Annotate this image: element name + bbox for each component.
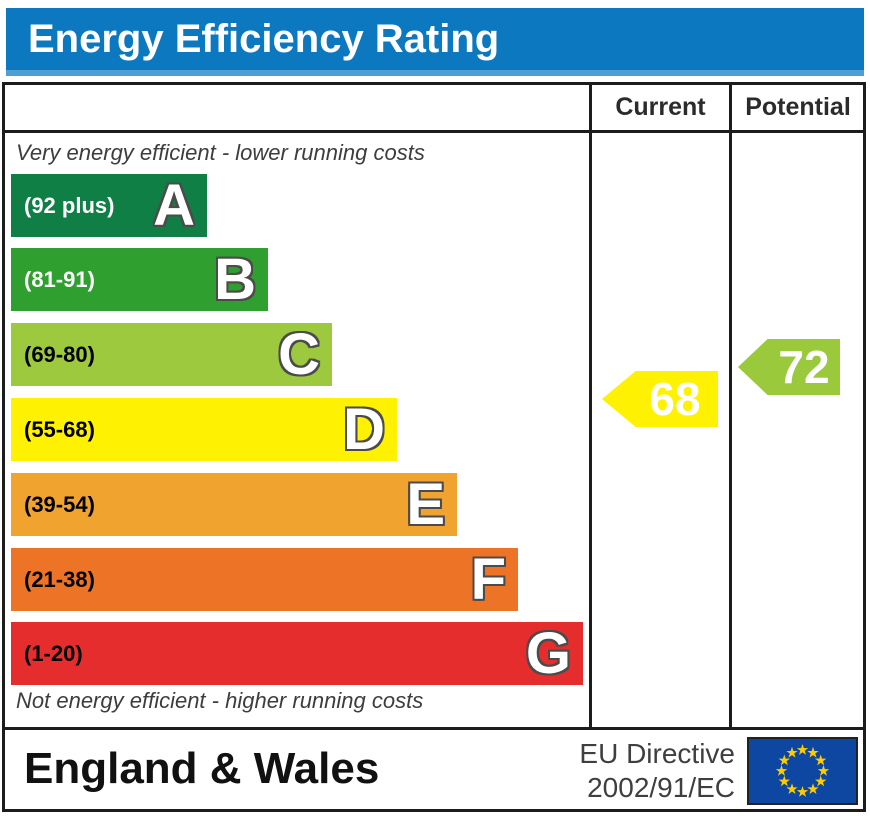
potential-column-header: Potential (745, 93, 851, 121)
band-e: (39-54) E (11, 473, 457, 536)
band-f: (21-38) F (11, 548, 518, 611)
band-a-letter: A (153, 173, 195, 238)
band-b: (81-91) B (11, 248, 268, 311)
band-e-letter: E (406, 472, 445, 537)
band-b-range: (81-91) (24, 266, 95, 292)
band-f-range: (21-38) (24, 566, 95, 592)
band-d: (55-68) D (11, 398, 397, 461)
band-b-letter: B (214, 247, 256, 312)
header-row-divider (2, 130, 866, 133)
footer-region-label: England & Wales (24, 744, 380, 793)
eu-directive-label: EU Directive 2002/91/EC (500, 737, 735, 805)
bottom-caption: Not energy efficient - higher running co… (16, 688, 424, 713)
current-column-divider (589, 82, 592, 730)
band-f-letter: F (470, 547, 506, 612)
band-e-range: (39-54) (24, 491, 95, 517)
band-g-letter: G (525, 621, 571, 686)
current-column-header: Current (615, 93, 706, 121)
eu-directive-line1: EU Directive (579, 738, 735, 769)
potential-rating-value: 72 (778, 341, 830, 393)
current-rating-value: 68 (649, 373, 701, 425)
band-a: (92 plus) A (11, 174, 207, 237)
band-c: (69-80) C (11, 323, 332, 386)
title-bar: Energy Efficiency Rating (6, 8, 864, 70)
page-title: Energy Efficiency Rating (28, 17, 500, 61)
potential-rating-arrow: 72 (738, 339, 840, 395)
footer-row-divider (2, 727, 866, 730)
title-bar-accent (6, 70, 864, 76)
band-g: (1-20) G (11, 622, 583, 685)
band-g-range: (1-20) (24, 640, 83, 666)
band-c-letter: C (278, 322, 320, 387)
band-a-range: (92 plus) (24, 192, 115, 218)
band-d-range: (55-68) (24, 416, 95, 442)
top-caption: Very energy efficient - lower running co… (16, 140, 425, 165)
potential-column-divider (729, 82, 732, 730)
band-d-letter: D (343, 397, 385, 462)
eu-flag-icon (747, 737, 858, 805)
eu-directive-line2: 2002/91/EC (587, 772, 735, 803)
band-c-range: (69-80) (24, 341, 95, 367)
table-frame (2, 82, 866, 812)
